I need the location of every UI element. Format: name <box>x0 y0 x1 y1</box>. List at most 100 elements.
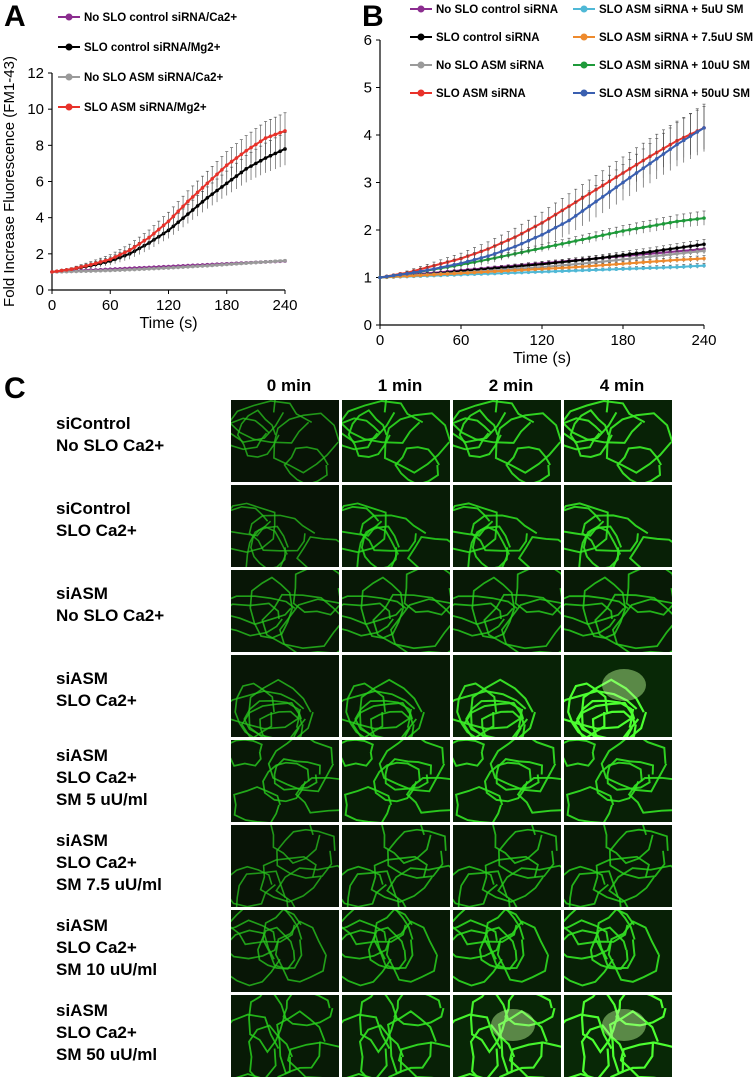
series-point <box>479 270 484 274</box>
cell-membrane <box>282 995 334 1027</box>
series-point <box>171 214 176 219</box>
cell-membrane <box>394 446 440 482</box>
series-point <box>702 256 706 261</box>
micrograph-cell <box>564 655 672 737</box>
cell-membrane <box>385 920 439 983</box>
bright-fluorescence-spot <box>602 669 646 701</box>
cell-membrane <box>578 525 622 567</box>
series-point <box>675 142 679 147</box>
cell-membrane <box>231 865 276 907</box>
series-point <box>479 256 484 260</box>
series-point <box>224 181 229 186</box>
series-point <box>258 139 263 144</box>
series-point <box>540 246 544 250</box>
cell-membrane <box>504 995 556 1027</box>
series-point <box>567 240 571 245</box>
legend-entry: SLO ASM siRNA + 50uU SM <box>599 88 750 100</box>
series-point <box>391 273 396 278</box>
cell-membrane <box>292 570 339 616</box>
series-point <box>594 234 598 239</box>
cell-membrane <box>483 593 561 650</box>
cell-membrane <box>342 595 407 626</box>
micrograph-cell <box>342 825 450 907</box>
micrograph-image <box>453 825 561 907</box>
series-point <box>137 242 142 246</box>
row-label-line: SLO Ca2+ <box>56 768 137 787</box>
series-point <box>118 268 122 272</box>
series-point <box>675 219 679 224</box>
micrograph-cell <box>564 995 672 1077</box>
cell-membrane <box>236 409 280 458</box>
micrograph-cell <box>453 910 561 992</box>
series-point <box>607 232 612 236</box>
series-point <box>553 243 558 247</box>
series-point <box>533 262 538 267</box>
series-point <box>627 227 632 232</box>
cell-membrane <box>616 446 662 482</box>
micrograph-image <box>231 570 339 652</box>
micrograph-cell <box>231 485 339 567</box>
series-point <box>681 264 686 269</box>
row-label: siASM SLO Ca2+ SM 50 uU/ml <box>56 1000 157 1066</box>
cell-membrane <box>458 409 502 458</box>
cell-membrane <box>262 761 310 803</box>
series-point <box>452 262 457 267</box>
micrograph-image <box>453 570 561 652</box>
cell-membrane <box>564 602 616 637</box>
cell-membrane <box>608 1009 659 1075</box>
series-point <box>506 247 511 251</box>
series-point <box>234 262 239 266</box>
series-point <box>560 241 565 246</box>
micrograph-cell <box>342 910 450 992</box>
series-point <box>600 255 605 260</box>
series-point <box>200 264 205 268</box>
cell-membrane <box>489 740 557 793</box>
series-point <box>465 259 470 264</box>
y-tick-label: 1 <box>364 270 372 287</box>
micrograph-image <box>564 740 672 822</box>
row-label: siASM No SLO Ca2+ <box>56 583 164 627</box>
legend-swatch-marker <box>580 89 588 97</box>
row-label-line: SLO Ca2+ <box>56 691 137 710</box>
micrograph-cell <box>564 825 672 907</box>
series-point <box>103 258 108 263</box>
series-point <box>220 185 224 189</box>
cell-membrane <box>517 535 561 567</box>
series-point <box>278 149 282 154</box>
series-point <box>244 261 248 266</box>
series-point <box>103 268 108 273</box>
cell-membrane <box>564 740 596 768</box>
series-point <box>445 272 450 276</box>
series-point <box>695 217 700 221</box>
microscopy-grid: 0 min 1 min 2 min 4 min siControl No SLO … <box>0 370 756 1085</box>
y-tick-label: 4 <box>364 127 372 144</box>
series-point <box>560 266 565 270</box>
series-point <box>580 261 585 266</box>
series-point <box>695 264 700 268</box>
series-point <box>132 245 137 249</box>
series-point <box>614 262 619 267</box>
series-point <box>118 252 122 257</box>
cell-membrane <box>611 598 672 652</box>
series-point <box>195 190 200 195</box>
cell-membrane <box>231 910 302 946</box>
cell-membrane <box>565 785 615 822</box>
series-point <box>127 248 132 253</box>
series-point <box>186 212 190 216</box>
series-point <box>268 153 273 158</box>
series-point <box>268 134 273 139</box>
series-point <box>546 269 551 274</box>
row-label-line: SLO Ca2+ <box>56 521 137 540</box>
micrograph-image <box>453 655 561 737</box>
cell-membrane <box>592 855 655 903</box>
series-point <box>648 266 652 270</box>
series-point <box>614 267 619 271</box>
series-point <box>688 217 693 222</box>
series-point <box>398 272 403 277</box>
cell-membrane <box>373 910 414 970</box>
series-point <box>695 257 700 261</box>
cell-membrane <box>296 536 339 567</box>
micrograph-background <box>231 740 339 822</box>
series-point <box>587 261 592 265</box>
series-point <box>553 269 558 274</box>
